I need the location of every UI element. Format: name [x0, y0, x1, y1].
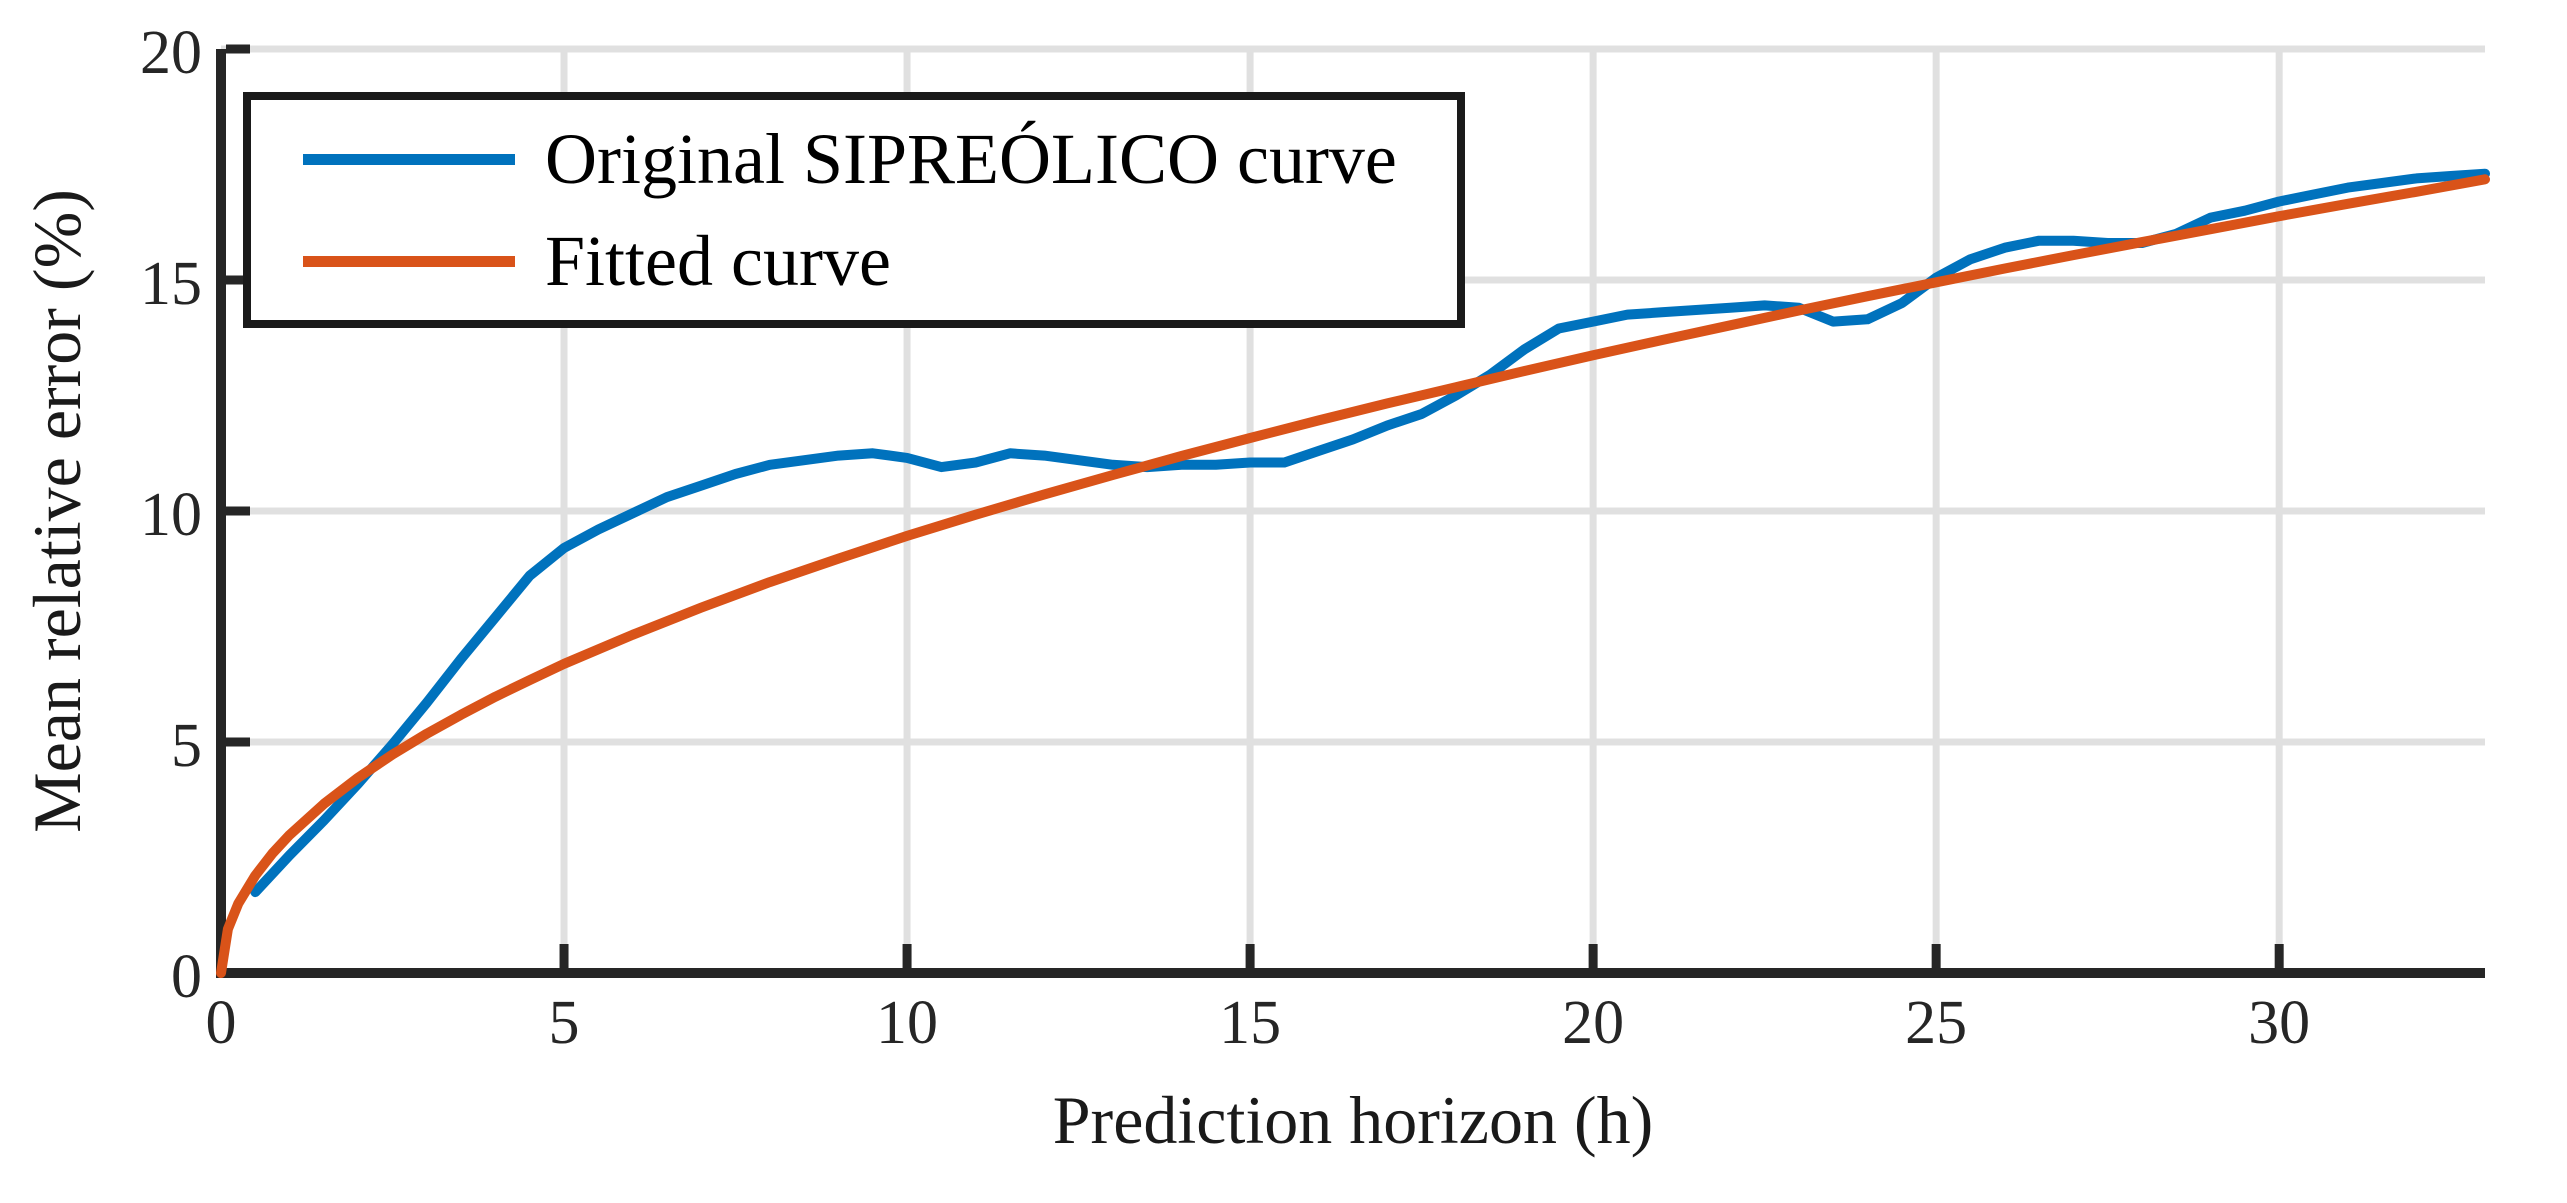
x-tick-label: 25 — [1905, 989, 1968, 1057]
x-tick-label: 10 — [876, 989, 939, 1057]
x-axis-label: Prediction horizon (h) — [1052, 1082, 1654, 1158]
x-tick-label: 0 — [205, 989, 237, 1057]
x-tick-label: 30 — [2248, 989, 2311, 1057]
legend-row-fitted: Fitted curve — [251, 210, 1457, 312]
legend-line-original-sipreolico — [303, 153, 515, 165]
legend-label-fitted: Fitted curve — [545, 221, 891, 301]
legend-label-original-sipreolico: Original SIPREÓLICO curve — [545, 119, 1397, 199]
y-tick-label: 5 — [171, 712, 202, 780]
legend-line-fitted — [303, 255, 515, 267]
y-tick-label: 10 — [140, 481, 202, 549]
y-axis-label: Mean relative error (%) — [19, 189, 95, 833]
y-tick-label: 0 — [171, 943, 202, 1011]
x-tick-label: 20 — [1562, 989, 1625, 1057]
series-line-fitted — [216, 174, 2490, 978]
x-tick-label: 15 — [1219, 989, 1282, 1057]
x-tick-label: 5 — [548, 989, 580, 1057]
legend-row-original: Original SIPREÓLICO curve — [251, 108, 1457, 210]
y-tick-label: 20 — [140, 19, 202, 87]
y-tick-label: 15 — [140, 250, 202, 318]
legend-box: Original SIPREÓLICO curve Fitted curve — [243, 92, 1465, 328]
